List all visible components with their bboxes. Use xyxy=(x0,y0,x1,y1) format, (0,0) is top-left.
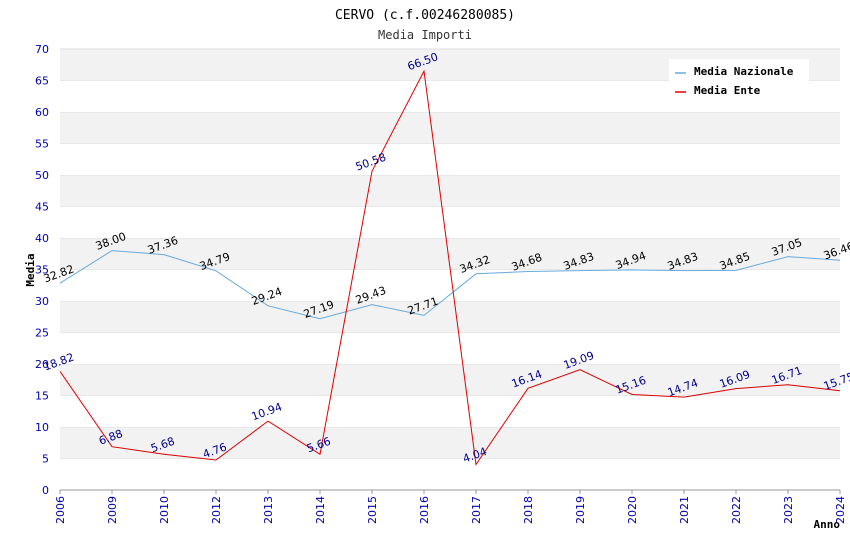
grid-band xyxy=(60,427,840,459)
x-tick-label: 2009 xyxy=(106,496,119,524)
y-tick-label: 35 xyxy=(35,264,49,277)
y-tick-label: 5 xyxy=(42,453,49,466)
x-axis-ticks: 2006 2009 2010 2012 2013 2014 2015 2016 2017 2018… xyxy=(54,490,847,524)
grid-band xyxy=(60,395,840,427)
x-tick-label: 2016 xyxy=(418,496,431,524)
x-tick-label: 2015 xyxy=(366,496,379,524)
x-tick-label: 2014 xyxy=(314,496,327,524)
x-tick-label: 2010 xyxy=(158,496,171,524)
grid-band xyxy=(60,458,840,490)
chart-title: CERVO (c.f.00246280085) xyxy=(335,8,515,23)
y-tick-label: 70 xyxy=(35,43,49,56)
legend-label-nazionale: Media Nazionale xyxy=(694,65,794,78)
grid-band xyxy=(60,143,840,175)
y-tick-label: 45 xyxy=(35,201,49,214)
x-tick-label: 2020 xyxy=(626,496,639,524)
y-tick-label: 20 xyxy=(35,358,49,371)
grid-band xyxy=(60,332,840,364)
legend-label-ente: Media Ente xyxy=(694,84,761,97)
grid-band xyxy=(60,269,840,301)
x-tick-label: 2013 xyxy=(262,496,275,524)
x-tick-label: 2006 xyxy=(54,496,67,524)
x-tick-label: 2021 xyxy=(678,496,691,524)
grid-band xyxy=(60,301,840,333)
grid-band xyxy=(60,364,840,396)
y-axis-ticks: 0 5 10 15 20 25 30 35 40 45 50 55 60 65 70 xyxy=(35,43,49,497)
y-tick-label: 25 xyxy=(35,327,49,340)
y-tick-label: 60 xyxy=(35,106,49,119)
y-tick-label: 30 xyxy=(35,295,49,308)
x-tick-label: 2019 xyxy=(574,496,587,524)
x-tick-label: 2022 xyxy=(730,496,743,524)
y-tick-label: 55 xyxy=(35,138,49,151)
x-tick-label: 2012 xyxy=(210,496,223,524)
grid-band xyxy=(60,206,840,238)
grid-band xyxy=(60,175,840,207)
series-lines xyxy=(59,69,841,466)
y-tick-label: 40 xyxy=(35,232,49,245)
y-tick-label: 65 xyxy=(35,75,49,88)
legend: Media Nazionale Media Ente xyxy=(669,59,809,101)
y-tick-label: 15 xyxy=(35,390,49,403)
x-tick-label: 2023 xyxy=(782,496,795,524)
x-tick-label: 2017 xyxy=(470,496,483,524)
series-line-ente xyxy=(59,69,841,466)
y-tick-label: 10 xyxy=(35,421,49,434)
grid-band xyxy=(60,112,840,144)
y-tick-label: 0 xyxy=(42,484,49,497)
x-tick-label: 2018 xyxy=(522,496,535,524)
x-axis-title: Anno xyxy=(814,518,841,531)
series-line-nazionale xyxy=(59,250,841,320)
y-axis-title: Media xyxy=(24,253,37,286)
x-tick-label: 2024 xyxy=(834,496,847,524)
legend-box xyxy=(669,59,809,101)
y-tick-label: 50 xyxy=(35,169,49,182)
chart-subtitle: Media Importi xyxy=(378,28,472,42)
